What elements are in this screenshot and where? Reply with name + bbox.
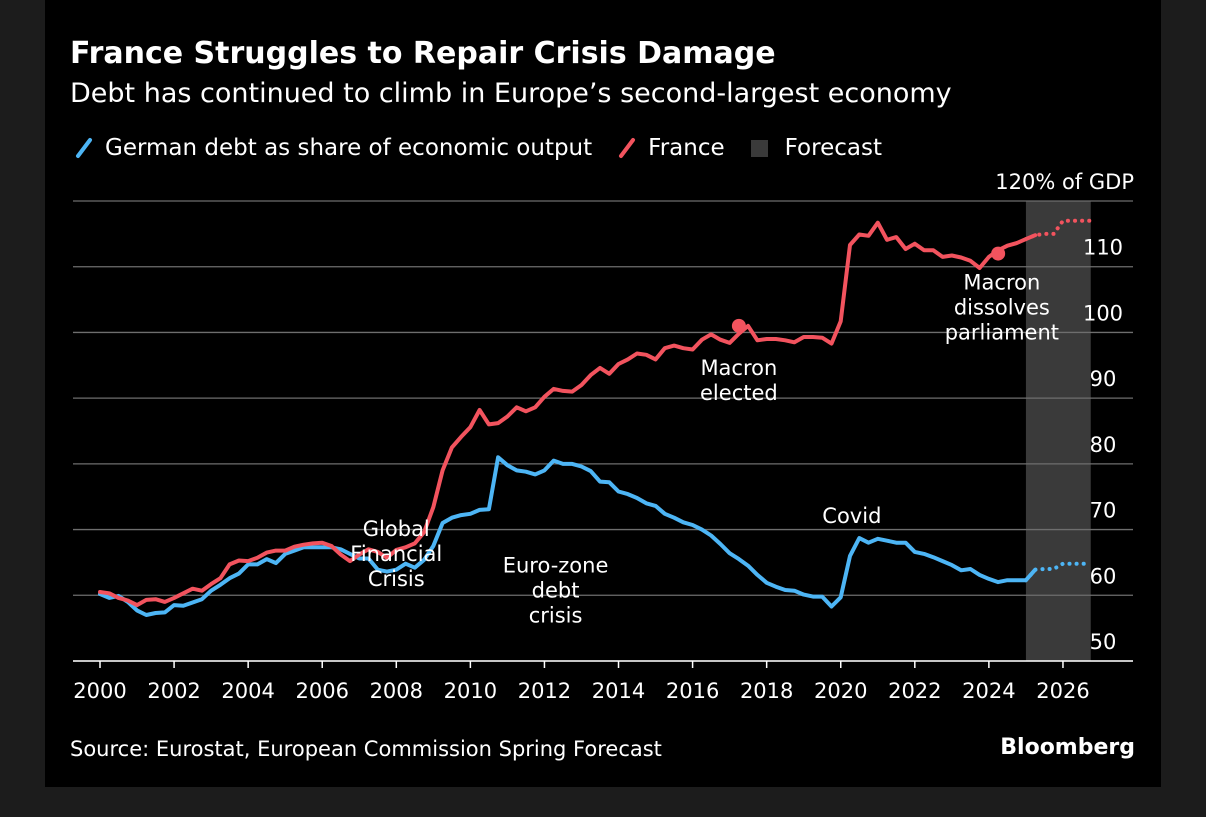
annotation-1-line-1: Global [363,517,430,541]
chart-subtitle: Debt has continued to climb in Europe’s … [70,78,952,109]
y-axis-unit-label: 120% of GDP [995,170,1134,194]
legend-forecast-swatch [750,139,768,157]
forecast-band [1025,201,1091,661]
y-tick-label-50: 50 [1090,630,1117,654]
annotation-1-line-2: Financial [350,542,442,566]
legend-germany-swatch [76,138,92,158]
event-marker-1 [731,318,746,333]
legend-item-forecast: Forecast [750,135,882,161]
event-marker-2 [991,246,1006,261]
legend-france-swatch [619,138,636,158]
x-tick-label-2026: 2026 [1036,679,1089,703]
legend-item-france: France [618,135,725,161]
annotation-4-line-1: Covid [822,504,881,528]
x-tick-label-2022: 2022 [888,679,941,703]
legend-germany-label: German debt as share of economic output [105,135,593,161]
legend: German debt as share of economic output … [75,133,908,163]
series-line-germany [98,455,1038,617]
chart-title: France Struggles to Repair Crisis Damage [70,36,776,71]
y-tick-label-80: 80 [1090,433,1117,457]
series-forecast-germany [1023,561,1093,583]
annotation-1-line-3: Crisis [368,567,425,591]
series-forecast-france [1023,218,1093,242]
x-tick-label-2020: 2020 [814,679,867,703]
x-tick-label-2008: 2008 [370,679,423,703]
annotation-2-line-3: crisis [529,603,583,627]
source-note: Source: Eurostat, European Commission Sp… [70,737,662,761]
annotation-2-line-2: debt [532,578,580,602]
annotation-5-line-1: Macron [963,271,1040,295]
legend-item-germany: German debt as share of economic output [75,135,592,161]
x-tick-label-2016: 2016 [666,679,719,703]
annotation-2-line-1: Euro-zone [503,553,609,577]
x-tick-label-2012: 2012 [518,679,571,703]
chart-card: France Struggles to Repair Crisis Damage… [45,0,1161,787]
y-tick-label-70: 70 [1090,499,1117,523]
x-tick-label-2006: 2006 [295,679,348,703]
brand-logo: Bloomberg [1000,735,1135,760]
annotation-3-line-2: elected [700,381,778,405]
x-tick-label-2000: 2000 [73,679,126,703]
legend-france-label: France [648,135,725,161]
x-tick-label-2004: 2004 [221,679,274,703]
x-tick-label-2024: 2024 [962,679,1015,703]
legend-forecast-label: Forecast [784,135,882,161]
x-tick-label-2018: 2018 [740,679,793,703]
series-line-france [98,220,1038,608]
annotation-3-line-1: Macron [700,356,777,380]
y-tick-label-110: 110 [1083,236,1123,260]
annotation-5-line-3: parliament [945,321,1059,345]
x-tick-label-2010: 2010 [444,679,497,703]
y-tick-label-60: 60 [1090,564,1117,588]
y-tick-label-100: 100 [1083,301,1123,325]
y-tick-label-90: 90 [1090,367,1117,391]
x-tick-label-2002: 2002 [147,679,200,703]
x-tick-label-2014: 2014 [592,679,645,703]
line-chart: 50 60 70 80 90 100 110 120% of GDP 2000 2002 2004 2… [73,170,1134,703]
annotation-5-line-2: dissolves [954,296,1050,320]
